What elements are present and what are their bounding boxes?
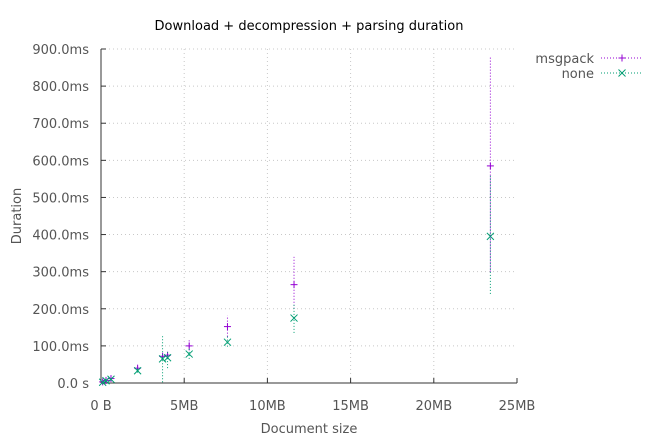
x-tick-label: 15MB xyxy=(332,399,369,414)
marker-stroke xyxy=(290,314,298,322)
legend-label: msgpack xyxy=(535,52,594,67)
x-tick-label: 20MB xyxy=(415,399,452,414)
data-point xyxy=(163,353,172,362)
marker-stroke xyxy=(107,375,115,384)
y-tick-label: 100.0ms xyxy=(32,340,89,355)
y-axis-title: Duration xyxy=(10,188,25,244)
marker-stroke xyxy=(163,353,172,362)
y-tick-label: 800.0ms xyxy=(32,80,89,95)
x-tick-label: 10MB xyxy=(249,399,286,414)
axes xyxy=(100,49,517,384)
y-axis-ticks: 0.0 s 100.0ms 200.0ms 300.0ms 400.0ms 500.0ms… xyxy=(32,43,106,392)
y-tick-label: 500.0ms xyxy=(32,191,89,206)
marker-stroke xyxy=(618,69,626,77)
data-point xyxy=(185,350,194,358)
y-tick-label: 300.0ms xyxy=(32,266,89,281)
data-point xyxy=(107,375,115,384)
data-point xyxy=(223,338,232,347)
marker-stroke xyxy=(158,355,167,363)
data-point xyxy=(185,342,193,350)
data-point xyxy=(102,376,110,385)
x-tick-label: 25MB xyxy=(499,399,536,414)
data-point xyxy=(486,162,494,170)
data-point xyxy=(158,355,167,363)
series-none xyxy=(98,175,495,387)
x-axis-title: Document size xyxy=(261,422,358,437)
legend-marker xyxy=(618,69,626,77)
marker-stroke xyxy=(133,366,142,375)
y-tick-label: 0.0 s xyxy=(57,377,89,392)
data-point xyxy=(223,323,231,331)
legend-item-msgpack: msgpack xyxy=(535,52,643,67)
data-point xyxy=(486,232,495,241)
data-point xyxy=(133,366,142,375)
plot-marks xyxy=(98,56,495,387)
x-tick-label: 0 B xyxy=(90,399,111,414)
legend-item-none: none xyxy=(562,67,643,82)
grid-lines xyxy=(101,48,517,383)
data-point xyxy=(290,281,298,289)
legend-marker xyxy=(618,54,626,62)
y-tick-label: 700.0ms xyxy=(32,117,89,132)
y-tick-label: 600.0ms xyxy=(32,154,89,169)
y-tick-label: 400.0ms xyxy=(32,229,89,244)
x-tick-label: 5MB xyxy=(170,399,198,414)
marker-stroke xyxy=(185,350,194,358)
marker-stroke xyxy=(223,338,232,347)
data-point xyxy=(290,314,298,322)
marker-stroke xyxy=(486,232,495,241)
legend-label: none xyxy=(562,67,594,82)
y-tick-label: 900.0ms xyxy=(32,43,89,58)
x-axis-ticks: 0 B 5MB 10MB 15MB 20MB 25MB xyxy=(90,378,535,414)
y-tick-label: 200.0ms xyxy=(32,303,89,318)
marker-stroke xyxy=(102,376,110,385)
chart-title: Download + decompression + parsing durat… xyxy=(155,19,464,34)
series-msgpack xyxy=(99,56,494,386)
